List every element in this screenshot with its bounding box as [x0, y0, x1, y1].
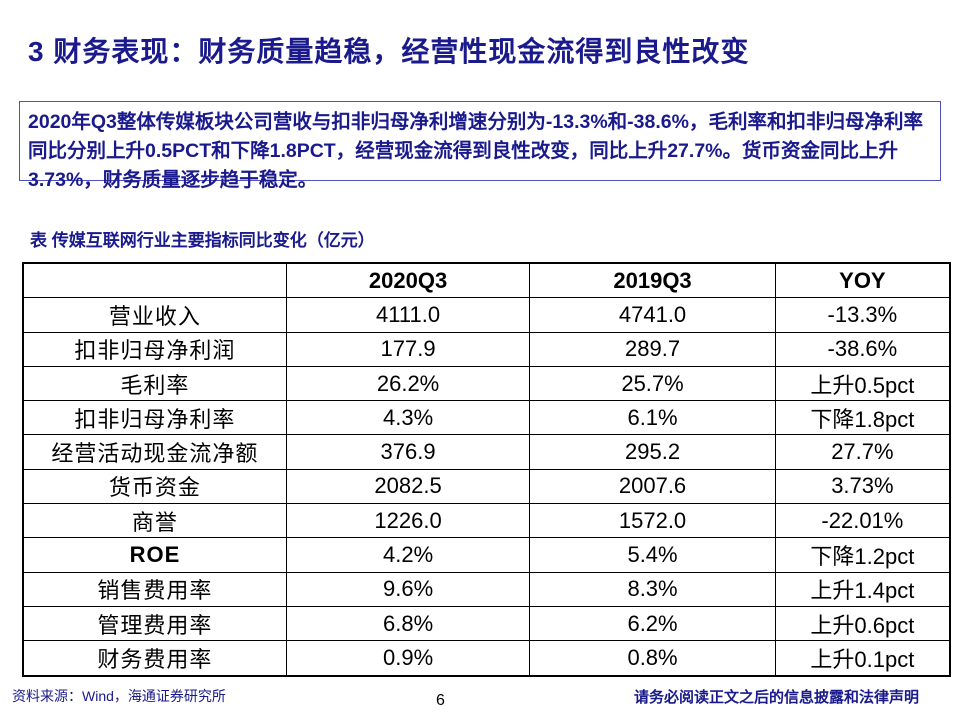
row-label: 销售费用率 — [22, 571, 287, 607]
table-row: 扣非归母净利润 177.9 289.7 -38.6% — [22, 331, 951, 367]
table-row: 营业收入 4111.0 4741.0 -13.3% — [22, 297, 951, 333]
table-cell: 4.3% — [285, 400, 531, 436]
table-cell: 27.7% — [774, 434, 951, 470]
table-cell: 4741.0 — [529, 297, 776, 333]
source-note: 资料来源：Wind，海通证券研究所 — [12, 688, 226, 704]
table-cell: 25.7% — [529, 365, 776, 402]
table-row: 管理费用率 6.8% 6.2% 上升0.6pct — [22, 605, 951, 642]
table-cell: 9.6% — [285, 571, 531, 607]
table-row: 销售费用率 9.6% 8.3% 上升1.4pct — [22, 571, 951, 607]
table-row: 经营活动现金流净额 376.9 295.2 27.7% — [22, 434, 951, 470]
row-label: 营业收入 — [22, 297, 287, 333]
table-row: 商誉 1226.0 1572.0 -22.01% — [22, 503, 951, 539]
table-cell: 26.2% — [285, 365, 531, 402]
table-cell: -13.3% — [774, 297, 951, 333]
disclaimer: 请务必阅读正文之后的信息披露和法律声明 — [633, 689, 919, 706]
table-cell: 376.9 — [285, 434, 531, 470]
table-header-row: 2020Q3 2019Q3 YOY — [22, 262, 951, 299]
table-cell: 5.4% — [529, 537, 776, 573]
row-label: 经营活动现金流净额 — [22, 434, 287, 470]
table-cell: 6.8% — [285, 605, 531, 642]
slide-title: 3 财务表现：财务质量趋稳，经营性现金流得到良性改变 — [28, 36, 750, 67]
table-cell: 3.73% — [774, 468, 951, 505]
row-label: 扣非归母净利润 — [22, 331, 287, 367]
table-row: 扣非归母净利率 4.3% 6.1% 下降1.8pct — [22, 400, 951, 436]
table-cell: 177.9 — [285, 331, 531, 367]
row-label: 财务费用率 — [22, 640, 287, 677]
table-cell: 2082.5 — [285, 468, 531, 505]
table-cell: 6.1% — [529, 400, 776, 436]
table-row: 财务费用率 0.9% 0.8% 上升0.1pct — [22, 640, 951, 677]
table-cell: 1572.0 — [529, 503, 776, 539]
row-label: ROE — [22, 537, 287, 573]
table-cell: -22.01% — [774, 503, 951, 539]
table-caption: 表 传媒互联网行业主要指标同比变化（亿元） — [30, 231, 375, 250]
header-cell — [22, 262, 287, 299]
header-cell: YOY — [774, 262, 951, 299]
table-cell: 6.2% — [529, 605, 776, 642]
row-label: 毛利率 — [22, 365, 287, 402]
table-cell: 4.2% — [285, 537, 531, 573]
table-cell: 2007.6 — [529, 468, 776, 505]
indicator-table: 2020Q3 2019Q3 YOY 营业收入 4111.0 4741.0 -13.3%… — [22, 262, 951, 677]
page-number: 6 — [436, 692, 445, 709]
table-cell: -38.6% — [774, 331, 951, 367]
row-label: 货币资金 — [22, 468, 287, 505]
table-cell: 下降1.2pct — [774, 537, 951, 573]
table-cell: 4111.0 — [285, 297, 531, 333]
table-cell: 289.7 — [529, 331, 776, 367]
table-row: ROE 4.2% 5.4% 下降1.2pct — [22, 537, 951, 573]
table-cell: 上升1.4pct — [774, 571, 951, 607]
table-cell: 上升0.6pct — [774, 605, 951, 642]
table-cell: 0.9% — [285, 640, 531, 677]
row-label: 管理费用率 — [22, 605, 287, 642]
summary-box: 2020年Q3整体传媒板块公司营收与扣非归母净利增速分别为-13.3%和-38.… — [19, 101, 941, 191]
header-cell: 2020Q3 — [285, 262, 531, 299]
row-label: 扣非归母净利率 — [22, 400, 287, 436]
table-cell: 295.2 — [529, 434, 776, 470]
table-row: 货币资金 2082.5 2007.6 3.73% — [22, 468, 951, 505]
table-cell: 上升0.1pct — [774, 640, 951, 677]
table-cell: 0.8% — [529, 640, 776, 677]
table-cell: 上升0.5pct — [774, 365, 951, 402]
table-cell: 下降1.8pct — [774, 400, 951, 436]
row-label: 商誉 — [22, 503, 287, 539]
table-cell: 1226.0 — [285, 503, 531, 539]
table-row: 毛利率 26.2% 25.7% 上升0.5pct — [22, 365, 951, 402]
table-cell: 8.3% — [529, 571, 776, 607]
header-cell: 2019Q3 — [529, 262, 776, 299]
